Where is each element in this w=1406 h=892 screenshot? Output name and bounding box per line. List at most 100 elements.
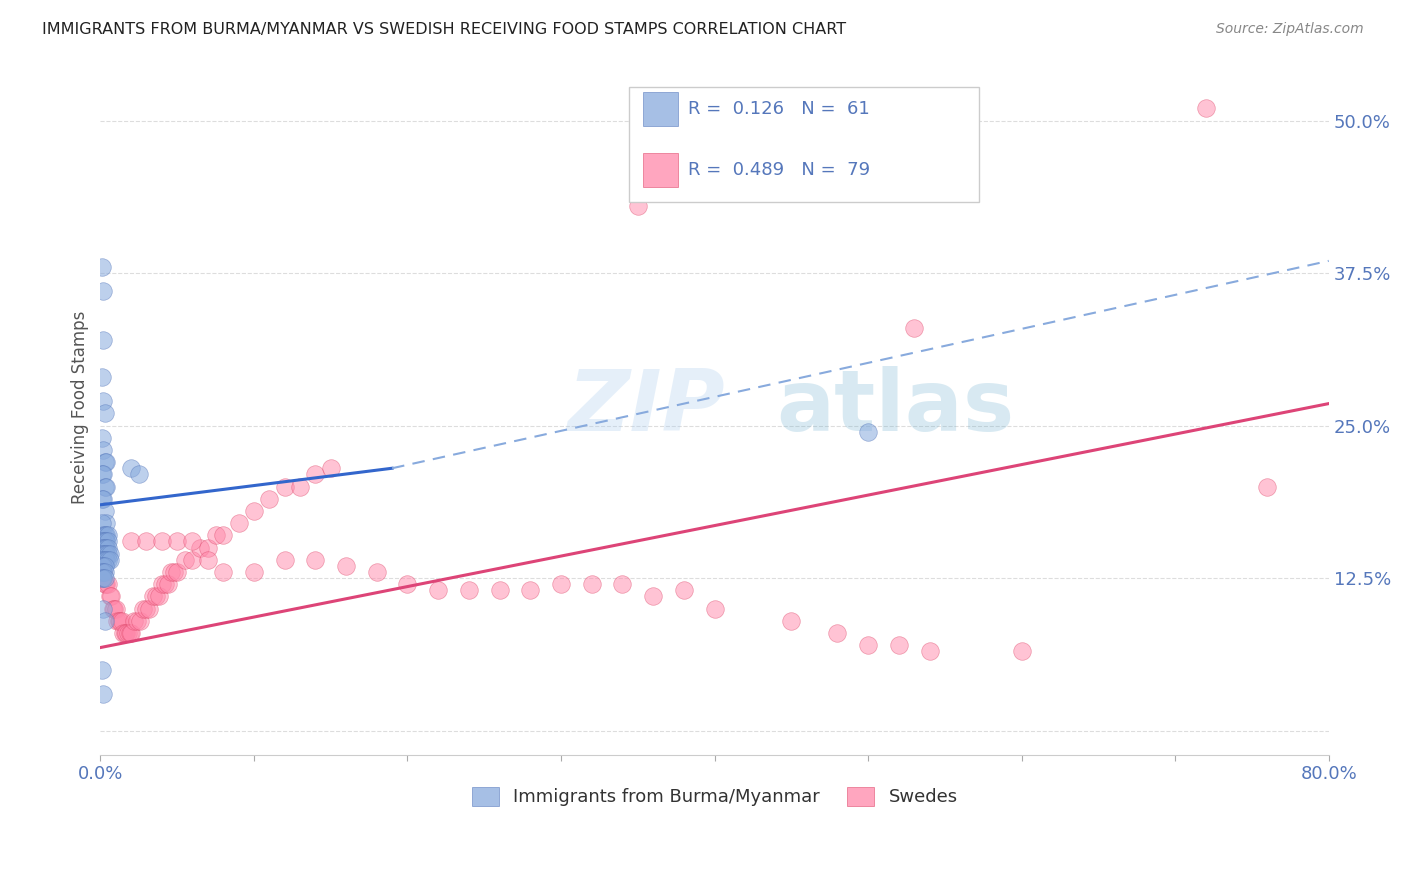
Legend: Immigrants from Burma/Myanmar, Swedes: Immigrants from Burma/Myanmar, Swedes [463, 778, 966, 815]
Point [93, 687, 115, 701]
Point [319, 461, 342, 475]
Point [90, 558, 112, 573]
Y-axis label: Receiving Food Stamps: Receiving Food Stamps [72, 310, 89, 504]
Point [288, 479, 311, 493]
Point [94, 571, 117, 585]
Point [96, 516, 118, 530]
Point [93, 467, 115, 482]
Text: atlas: atlas [776, 366, 1014, 449]
Point [93, 541, 115, 555]
Point [90, 467, 112, 482]
Point [114, 626, 136, 640]
Point [107, 614, 129, 628]
Point [97, 547, 120, 561]
Point [93, 528, 115, 542]
FancyBboxPatch shape [628, 87, 979, 202]
Point [93, 565, 115, 579]
Point [129, 614, 152, 628]
Point [96, 479, 118, 493]
Point [612, 577, 634, 591]
Point [98, 553, 121, 567]
Point [97, 528, 120, 542]
Point [90, 516, 112, 530]
Point [259, 491, 281, 506]
Point [100, 590, 122, 604]
Point [93, 601, 115, 615]
Point [90, 565, 112, 579]
Point [160, 565, 183, 579]
Point [96, 528, 118, 542]
Point [104, 601, 127, 615]
Point [135, 534, 157, 549]
Point [93, 333, 115, 347]
Point [1011, 644, 1033, 658]
Point [93, 558, 115, 573]
Point [703, 601, 725, 615]
Point [856, 638, 879, 652]
Point [93, 442, 115, 457]
Point [173, 553, 195, 567]
Point [457, 583, 479, 598]
Point [148, 590, 170, 604]
Point [97, 577, 120, 591]
Point [90, 547, 112, 561]
Point [97, 553, 120, 567]
Point [94, 558, 117, 573]
Text: Source: ZipAtlas.com: Source: ZipAtlas.com [1216, 22, 1364, 37]
Point [127, 614, 149, 628]
Point [94, 534, 117, 549]
Point [93, 565, 115, 579]
Point [93, 571, 115, 585]
Point [166, 534, 188, 549]
Point [181, 553, 204, 567]
Point [90, 571, 112, 585]
Point [96, 534, 118, 549]
Point [304, 553, 326, 567]
Point [94, 577, 117, 591]
Point [90, 369, 112, 384]
Point [93, 285, 115, 299]
Point [135, 601, 157, 615]
Point [150, 534, 173, 549]
Point [581, 577, 603, 591]
Point [488, 583, 510, 598]
Point [212, 565, 235, 579]
Text: IMMIGRANTS FROM BURMA/MYANMAR VS SWEDISH RECEIVING FOOD STAMPS CORRELATION CHART: IMMIGRANTS FROM BURMA/MYANMAR VS SWEDISH… [42, 22, 846, 37]
Point [273, 553, 295, 567]
Point [197, 553, 219, 567]
Point [132, 601, 155, 615]
Point [138, 601, 160, 615]
Point [94, 565, 117, 579]
Point [98, 590, 121, 604]
Point [90, 663, 112, 677]
Point [827, 626, 849, 640]
Point [120, 626, 142, 640]
Point [115, 626, 138, 640]
Point [366, 565, 388, 579]
Point [90, 534, 112, 549]
Point [335, 558, 357, 573]
Point [427, 583, 450, 598]
Point [120, 461, 142, 475]
Point [111, 614, 134, 628]
Point [90, 491, 112, 506]
Point [101, 601, 124, 615]
Point [94, 528, 117, 542]
Point [204, 528, 226, 542]
Point [94, 541, 117, 555]
Point [142, 590, 165, 604]
Point [90, 553, 112, 567]
Point [94, 455, 117, 469]
Point [94, 553, 117, 567]
Point [1256, 479, 1278, 493]
Point [550, 577, 572, 591]
Point [243, 504, 266, 518]
Point [166, 565, 188, 579]
Point [96, 553, 118, 567]
Text: R =  0.126   N =  61: R = 0.126 N = 61 [688, 100, 869, 118]
Text: R =  0.489   N =  79: R = 0.489 N = 79 [688, 161, 870, 179]
Point [90, 260, 112, 274]
Point [856, 425, 879, 439]
Point [105, 614, 128, 628]
Point [228, 516, 250, 530]
